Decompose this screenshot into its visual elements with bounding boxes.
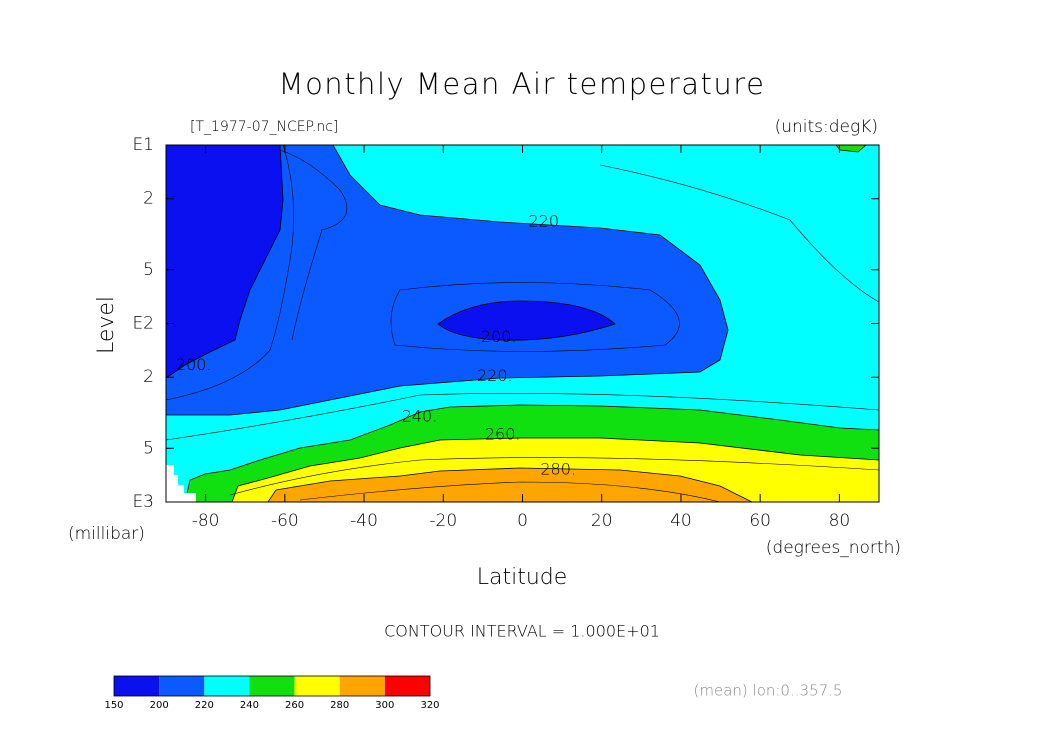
colorbar-segment [114, 676, 160, 696]
contour-label: 200. [481, 327, 517, 346]
y-axis-label: Level [94, 296, 119, 354]
units: (units:degK) [775, 117, 878, 137]
y-tick-label: E2 [132, 314, 154, 334]
contour-label: 260. [485, 425, 521, 444]
missing-data [166, 485, 184, 493]
colorbar-segment [204, 676, 250, 696]
contour-region [165, 144, 729, 416]
y-tick-label: 5 [143, 260, 154, 280]
x-tick-label: 40 [670, 511, 692, 531]
contour-label: 220. [528, 211, 564, 230]
y-tick-label: E1 [132, 135, 154, 155]
contour-line [599, 164, 880, 303]
colorbar-label: 150 [104, 700, 123, 711]
contour-region [165, 144, 284, 379]
x-axis-units: (degrees_north) [766, 538, 901, 558]
contour-interval: CONTOUR INTERVAL = 1.000E+01 [384, 622, 660, 641]
chart-title: Monthly Mean Air temperature [279, 67, 766, 101]
colorbar-label: 300 [375, 700, 394, 711]
contour-line [165, 393, 880, 441]
contour-label: 220. [477, 366, 513, 385]
colorbar-segment [294, 676, 340, 696]
y-axis-units: (millibar) [68, 524, 145, 544]
x-tick-label: 20 [591, 511, 613, 531]
contour-line [165, 144, 295, 401]
x-axis-label: Latitude [477, 565, 568, 590]
colorbar-label: 240 [240, 700, 259, 711]
contour-label: 200. [176, 355, 212, 374]
contour-region [437, 300, 616, 341]
x-tick-label: 60 [749, 511, 771, 531]
colorbar-frame [113, 675, 431, 697]
missing-data [166, 475, 178, 485]
contour-line [299, 481, 721, 503]
file-name: [T_1977-07_NCEP.nc] [190, 119, 338, 135]
colorbar-label: 200 [150, 700, 169, 711]
colorbar-label: 220 [195, 700, 214, 711]
contour-field [165, 144, 880, 503]
contour-label: 240. [402, 407, 438, 426]
x-tick-label: -80 [192, 511, 220, 531]
colorbar-segment [339, 676, 385, 696]
x-tick-label: -60 [271, 511, 299, 531]
mean-note: (mean) lon:0..357.5 [694, 682, 843, 700]
x-tick-label: 80 [829, 511, 851, 531]
colorbar-label: 260 [285, 700, 304, 711]
y-tick-label: 2 [143, 189, 154, 209]
x-tick-label: -20 [429, 511, 457, 531]
colorbar-segment [384, 676, 430, 696]
colorbar-label: 280 [330, 700, 349, 711]
missing-data [166, 493, 196, 502]
contour-line [279, 149, 348, 341]
x-tick-label: 0 [517, 511, 528, 531]
colorbar-label: 320 [420, 700, 439, 711]
y-tick-label: 5 [143, 438, 154, 458]
y-tick-label: 2 [143, 367, 154, 387]
y-tick-label: E3 [132, 492, 154, 512]
contour-line [390, 282, 680, 352]
colorbar-segment [249, 676, 295, 696]
contour-line [229, 457, 880, 496]
x-tick-label: -40 [350, 511, 378, 531]
missing-data [166, 465, 174, 475]
contour-label: 280. [540, 460, 576, 479]
colorbar-segment [159, 676, 205, 696]
contour-region [267, 467, 753, 503]
